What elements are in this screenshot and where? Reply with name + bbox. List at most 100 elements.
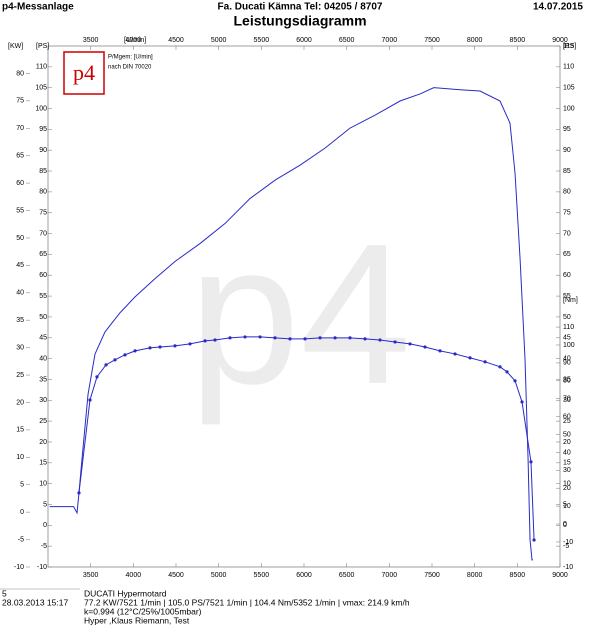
x-tick-label: 8500 xyxy=(510,37,526,44)
series-point xyxy=(408,342,412,346)
y-tick-label: -10 xyxy=(563,539,573,546)
series-point xyxy=(393,340,397,344)
y-tick-label: 30 xyxy=(563,397,571,404)
y-tick-label: 115 xyxy=(563,43,574,50)
watermark: p4 xyxy=(189,203,411,426)
y-tick-label: 20 xyxy=(563,439,571,446)
series-point xyxy=(173,344,177,348)
y-tick-label: 30 xyxy=(563,467,571,474)
header-right: 14.07.2015 xyxy=(533,2,583,13)
series-point xyxy=(123,353,127,357)
x-tick-label: 7000 xyxy=(382,572,398,579)
y-tick-label: 5 xyxy=(43,501,47,508)
y-tick-label: -5 xyxy=(18,536,24,543)
x-tick-label: 5500 xyxy=(254,572,270,579)
x-tick-label: 9000 xyxy=(552,37,568,44)
series-point xyxy=(468,356,472,360)
series-point xyxy=(483,360,487,364)
x-tick-label: 5000 xyxy=(211,572,227,579)
y-tick-label: 105 xyxy=(563,85,575,92)
y-tick-label: 5 xyxy=(563,501,567,508)
y-tick-label: 105 xyxy=(35,85,47,92)
x-tick-label: 4000 xyxy=(126,37,142,44)
series-point xyxy=(505,370,509,374)
y-tick-label: 60 xyxy=(16,180,24,187)
y-tick-label: 55 xyxy=(563,293,571,300)
series-point xyxy=(303,337,307,341)
y-tick-label: -10 xyxy=(14,564,24,571)
y-tick-label: 70 xyxy=(39,230,47,237)
y-tick-label: 75 xyxy=(39,210,47,217)
series-point xyxy=(513,379,517,383)
x-axis-label: [U/min] xyxy=(124,37,146,44)
y-tick-label: 70 xyxy=(563,396,571,403)
series-point xyxy=(318,336,322,340)
series-point xyxy=(348,336,352,340)
x-tick-label: 6500 xyxy=(339,572,355,579)
legend-line: P/Mgem: [U/min] xyxy=(108,55,153,61)
y-tick-label: 70 xyxy=(16,125,24,132)
y-tick-label: 70 xyxy=(563,230,571,237)
series-point xyxy=(188,342,192,346)
y-tick-label: 90 xyxy=(39,147,47,154)
y-tick-label: 80 xyxy=(563,189,571,196)
y-tick-label: -5 xyxy=(563,543,569,550)
series-point xyxy=(77,491,81,495)
x-tick-label: 4500 xyxy=(168,37,184,44)
y-tick-label: 75 xyxy=(563,210,571,217)
series-point xyxy=(288,337,292,341)
y-tick-label: 90 xyxy=(563,360,571,367)
y-tick-label: 40 xyxy=(39,355,47,362)
y-tick-label: 20 xyxy=(563,485,571,492)
y-tick-label: 80 xyxy=(16,70,24,77)
kw-axis-label: [KW] xyxy=(8,43,23,50)
x-tick-label: 3500 xyxy=(83,37,99,44)
x-tick-label: 5000 xyxy=(211,37,227,44)
y-tick-label: 110 xyxy=(563,64,574,71)
footer-conditions: k=0.994 (12°C/25%/1005mbar) xyxy=(84,606,202,616)
series-point xyxy=(423,345,427,349)
y-tick-label: 25 xyxy=(16,372,24,379)
series-point xyxy=(158,345,162,349)
series-point xyxy=(243,335,247,339)
header-center: Fa. Ducati Kämna Tel: 04205 / 8707 xyxy=(218,2,383,13)
x-tick-label: 9000 xyxy=(552,572,568,579)
x-tick-label: 6000 xyxy=(296,37,312,44)
logo-box xyxy=(63,51,105,95)
y-tick-label: 25 xyxy=(39,418,47,425)
x-tick-label: 8000 xyxy=(467,572,483,579)
y-tick-label: 85 xyxy=(563,168,571,175)
y-tick-label: 40 xyxy=(16,290,24,297)
series-point xyxy=(363,337,367,341)
y-tick-label: 60 xyxy=(39,272,47,279)
x-tick-label: 8500 xyxy=(510,572,526,579)
y-right-axis-label: [PS] xyxy=(563,43,576,50)
y-tick-label: 50 xyxy=(16,235,24,242)
y-tick-label: 55 xyxy=(16,207,24,214)
series-point xyxy=(378,338,382,342)
y-tick-label: 65 xyxy=(16,153,24,160)
y-tick-label: 100 xyxy=(563,105,575,112)
y-tick-label: 20 xyxy=(16,399,24,406)
y-tick-label: 20 xyxy=(39,439,47,446)
y-tick-label: 10 xyxy=(563,503,571,510)
y-tick-label: 110 xyxy=(563,324,574,331)
footer-datetime: 28.03.2013 15:17 xyxy=(2,597,68,607)
y-tick-label: 95 xyxy=(563,126,571,133)
series-point xyxy=(228,336,232,340)
series-point xyxy=(213,338,217,342)
legend-line: nach DIN 70020 xyxy=(108,65,152,71)
x-tick-label: 4500 xyxy=(168,572,184,579)
x-tick-label: 7000 xyxy=(382,37,398,44)
series-point xyxy=(113,358,117,362)
y-tick-label: 35 xyxy=(563,376,571,383)
series-point xyxy=(333,336,337,340)
x-tick-label: 3500 xyxy=(83,572,99,579)
y-tick-label: 10 xyxy=(16,454,24,461)
y-tick-label: 50 xyxy=(563,314,571,321)
series-point xyxy=(273,336,277,340)
y-tick-label: 65 xyxy=(563,251,571,258)
y-tick-label: 35 xyxy=(16,317,24,324)
y-tick-label: 100 xyxy=(563,342,575,349)
y-tick-label: 15 xyxy=(16,427,24,434)
